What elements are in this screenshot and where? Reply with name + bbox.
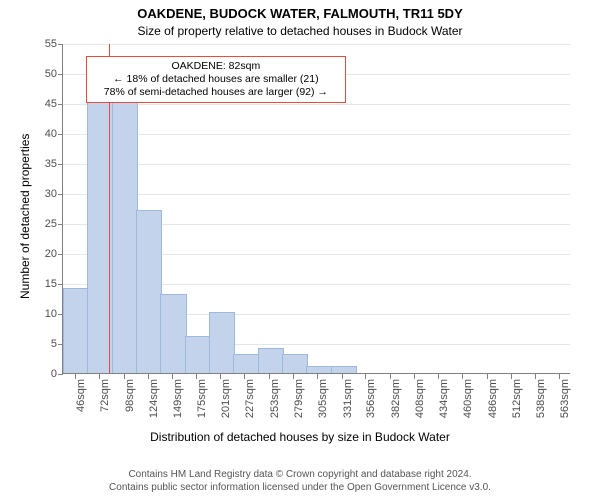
x-tick-label: 46sqm bbox=[75, 379, 87, 412]
histogram-bar bbox=[136, 210, 162, 373]
y-tick-label: 50 bbox=[45, 68, 63, 80]
y-tick-label: 10 bbox=[45, 308, 63, 320]
histogram-bar bbox=[233, 354, 259, 373]
x-axis-label: Distribution of detached houses by size … bbox=[0, 430, 600, 444]
histogram-bar bbox=[112, 102, 138, 373]
histogram-bar bbox=[209, 312, 235, 373]
x-tick-label: 408sqm bbox=[414, 379, 426, 418]
y-tick-label: 55 bbox=[45, 38, 63, 50]
x-tick-label: 201sqm bbox=[220, 379, 232, 418]
grid-line bbox=[63, 164, 570, 165]
y-tick-label: 15 bbox=[45, 278, 63, 290]
x-tick-label: 538sqm bbox=[535, 379, 547, 418]
y-tick-label: 45 bbox=[45, 98, 63, 110]
x-tick-label: 434sqm bbox=[438, 379, 450, 418]
histogram-bar bbox=[185, 336, 211, 373]
x-tick-label: 253sqm bbox=[269, 379, 281, 418]
x-tick-label: 356sqm bbox=[365, 379, 377, 418]
y-axis-label: Number of detached properties bbox=[18, 134, 32, 299]
x-tick-label: 124sqm bbox=[148, 379, 160, 418]
copyright-line1: Contains HM Land Registry data © Crown c… bbox=[128, 469, 471, 480]
chart-title: OAKDENE, BUDOCK WATER, FALMOUTH, TR11 5D… bbox=[0, 6, 600, 21]
histogram-bar bbox=[282, 354, 308, 373]
histogram-bar bbox=[63, 288, 89, 373]
x-tick-label: 98sqm bbox=[124, 379, 136, 412]
annotation-box: OAKDENE: 82sqm← 18% of detached houses a… bbox=[86, 56, 346, 103]
x-tick-label: 563sqm bbox=[559, 379, 571, 418]
x-tick-label: 331sqm bbox=[342, 379, 354, 418]
grid-line bbox=[63, 44, 570, 45]
y-tick-label: 35 bbox=[45, 158, 63, 170]
annotation-line: OAKDENE: 82sqm bbox=[93, 60, 339, 73]
annotation-line: ← 18% of detached houses are smaller (21… bbox=[93, 73, 339, 86]
x-tick-label: 305sqm bbox=[317, 379, 329, 418]
y-tick-label: 20 bbox=[45, 248, 63, 260]
chart-container: OAKDENE, BUDOCK WATER, FALMOUTH, TR11 5D… bbox=[0, 0, 600, 500]
y-tick-label: 5 bbox=[51, 338, 63, 350]
annotation-line: 78% of semi-detached houses are larger (… bbox=[93, 86, 339, 99]
y-tick-label: 40 bbox=[45, 128, 63, 140]
copyright-text: Contains HM Land Registry data © Crown c… bbox=[0, 468, 600, 494]
y-tick-label: 30 bbox=[45, 188, 63, 200]
x-tick-label: 149sqm bbox=[172, 379, 184, 418]
x-tick-label: 227sqm bbox=[244, 379, 256, 418]
grid-line bbox=[63, 134, 570, 135]
copyright-line2: Contains public sector information licen… bbox=[109, 482, 491, 493]
histogram-bar bbox=[306, 366, 332, 373]
y-tick-label: 25 bbox=[45, 218, 63, 230]
x-tick-label: 460sqm bbox=[462, 379, 474, 418]
x-tick-label: 175sqm bbox=[196, 379, 208, 418]
histogram-bar bbox=[160, 294, 186, 373]
grid-line bbox=[63, 104, 570, 105]
x-tick-label: 279sqm bbox=[293, 379, 305, 418]
x-tick-label: 486sqm bbox=[487, 379, 499, 418]
histogram-bar bbox=[258, 348, 284, 373]
grid-line bbox=[63, 194, 570, 195]
plot-area: 051015202530354045505546sqm72sqm98sqm124… bbox=[62, 44, 570, 374]
chart-subtitle: Size of property relative to detached ho… bbox=[0, 24, 600, 38]
y-tick-label: 0 bbox=[51, 368, 63, 380]
x-tick-label: 72sqm bbox=[99, 379, 111, 412]
histogram-bar bbox=[331, 366, 357, 373]
x-tick-label: 382sqm bbox=[390, 379, 402, 418]
x-tick-label: 512sqm bbox=[511, 379, 523, 418]
